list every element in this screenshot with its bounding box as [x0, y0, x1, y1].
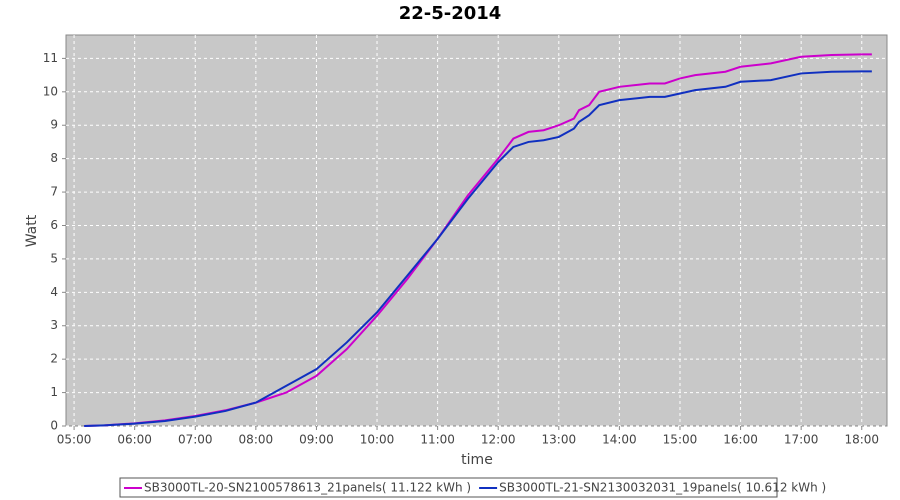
- y-tick-label: 1: [50, 385, 58, 399]
- y-tick-label: 3: [50, 318, 58, 332]
- y-axis-label: Watt: [24, 214, 40, 247]
- chart-title: 22-5-2014: [399, 3, 502, 24]
- y-tick-label: 0: [50, 419, 58, 433]
- y-tick-label: 10: [43, 84, 58, 98]
- x-tick-label: 08:00: [239, 433, 274, 447]
- plot-area: [65, 34, 888, 427]
- x-tick-label: 15:00: [663, 433, 698, 447]
- x-tick-label: 18:00: [844, 433, 879, 447]
- x-tick-label: 10:00: [360, 433, 395, 447]
- legend-label: SB3000TL-21-SN2130032031_19panels( 10.61…: [499, 481, 826, 495]
- x-tick-label: 09:00: [299, 433, 334, 447]
- legend: [119, 477, 778, 498]
- x-tick-label: 05:00: [57, 433, 92, 447]
- y-tick-label: 2: [50, 352, 58, 366]
- x-tick-label: 06:00: [117, 433, 152, 447]
- y-tick-label: 8: [50, 151, 58, 165]
- y-tick-label: 7: [50, 185, 58, 199]
- x-tick-label: 14:00: [602, 433, 637, 447]
- y-tick-label: 9: [50, 118, 58, 132]
- x-axis-label: time: [461, 452, 493, 468]
- x-tick-label: 17:00: [784, 433, 819, 447]
- x-tick-label: 07:00: [178, 433, 213, 447]
- y-tick-label: 6: [50, 218, 58, 232]
- series-line: [84, 70, 872, 427]
- x-tick-label: 16:00: [723, 433, 758, 447]
- x-tick-label: 12:00: [481, 433, 516, 447]
- legend-label: SB3000TL-20-SN2100578613_21panels( 11.12…: [144, 481, 471, 495]
- x-tick-label: 11:00: [420, 433, 455, 447]
- y-tick-label: 4: [50, 285, 58, 299]
- y-tick-label: 5: [50, 251, 58, 265]
- y-tick-label: 11: [43, 51, 58, 65]
- x-tick-label: 13:00: [542, 433, 577, 447]
